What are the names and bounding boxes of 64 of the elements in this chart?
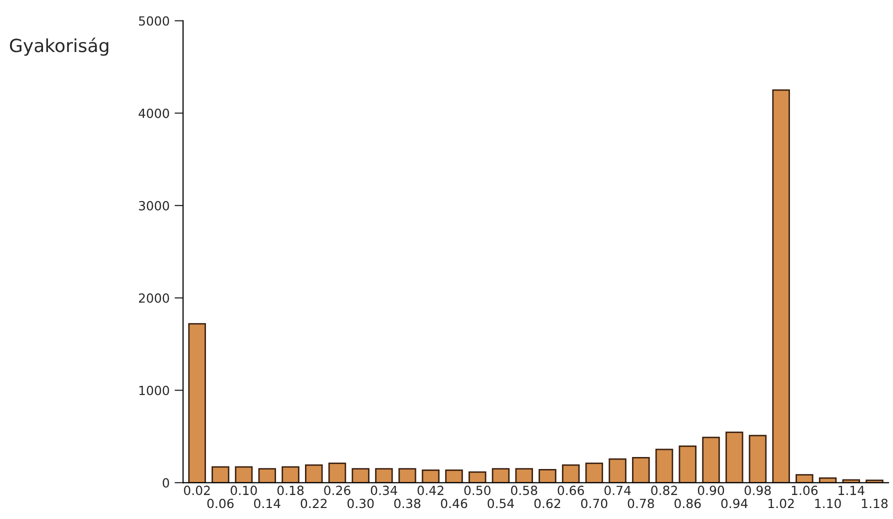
bar (305, 464, 323, 483)
x-tick-label: 0.98 (744, 486, 771, 496)
x-tick-label: 0.90 (698, 486, 724, 496)
x-tick-label: 0.42 (418, 486, 444, 496)
x-tick-label: 0.30 (348, 498, 374, 508)
x-tick-label: 0.06 (207, 498, 234, 508)
x-tick-label: 0.18 (277, 486, 304, 496)
y-axis-title: Gyakoriság (10, 38, 108, 56)
x-tick-label: 1.14 (838, 486, 864, 495)
x-tick-label: 0.70 (581, 498, 608, 508)
bar (328, 462, 346, 483)
bar (422, 470, 440, 483)
y-tick-label: 0 (162, 478, 170, 488)
x-tick-label: 0.22 (300, 498, 327, 508)
x-tick-label: 0.54 (488, 498, 514, 508)
bar (188, 323, 206, 483)
bar (702, 436, 720, 483)
bar (234, 466, 253, 483)
bar (468, 471, 486, 483)
x-tick-label: 1.18 (862, 498, 888, 508)
bar (398, 468, 416, 483)
x-tick-label: 0.66 (558, 486, 584, 496)
x-tick-label: 0.14 (254, 498, 280, 508)
bar (538, 469, 556, 483)
x-tick-label: 0.58 (511, 486, 538, 496)
x-tick-label: 0.50 (464, 486, 490, 496)
y-tick-label: 4000 (138, 108, 170, 118)
bar (515, 468, 533, 483)
x-tick-label: 0.26 (324, 486, 350, 496)
bar (282, 466, 300, 483)
y-tick-label: 5000 (139, 16, 170, 26)
bar (725, 432, 744, 483)
x-tick-label: 0.10 (230, 486, 257, 496)
bar (608, 458, 626, 483)
x-tick-label: 0.38 (394, 498, 420, 508)
x-tick-label: 1.06 (792, 486, 818, 496)
x-tick-label: 0.86 (674, 498, 701, 508)
bar (796, 474, 814, 483)
bar (632, 457, 650, 483)
x-tick-label: 1.10 (815, 498, 841, 508)
x-tick-label: 0.02 (184, 486, 210, 496)
bar (212, 466, 230, 483)
x-tick-label: 0.78 (628, 498, 654, 508)
y-tick-label: 2000 (138, 293, 170, 303)
bar (258, 468, 276, 483)
bar (655, 448, 674, 483)
x-tick-label: 0.62 (534, 498, 560, 508)
bar (562, 464, 580, 483)
bar (748, 434, 767, 483)
x-tick-label: 0.94 (721, 498, 748, 508)
bar (678, 445, 697, 483)
x-tick-label: 0.74 (604, 486, 631, 496)
bar (772, 89, 790, 483)
bar (492, 468, 510, 483)
bar (375, 468, 393, 483)
bar (585, 462, 604, 483)
x-tick-label: 1.02 (768, 498, 794, 508)
bar (445, 470, 463, 483)
y-tick-label: 1000 (139, 386, 170, 396)
x-tick-label: 0.34 (370, 486, 398, 496)
x-tick-label: 0.46 (440, 498, 468, 508)
bar (352, 468, 370, 483)
x-tick-label: 0.82 (651, 486, 677, 496)
y-tick-label: 3000 (139, 200, 170, 210)
